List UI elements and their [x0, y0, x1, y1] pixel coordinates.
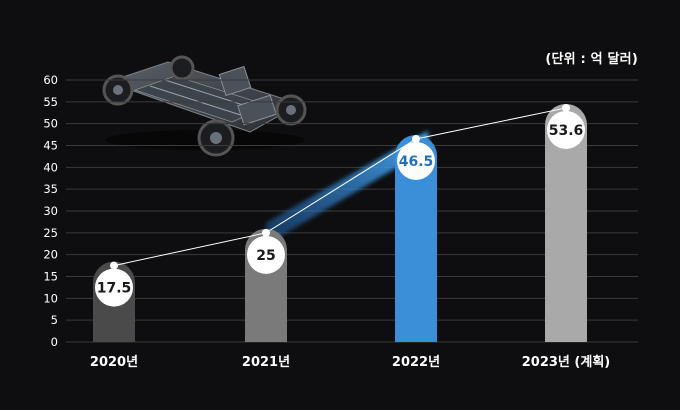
highlight-glow-band: [266, 130, 428, 245]
y-tick-label: 35: [43, 182, 58, 196]
highlight-glow: [266, 130, 428, 245]
value-bubble: [397, 141, 435, 180]
value-bubble: [247, 235, 285, 274]
ev-platform-chassis-icon: [102, 55, 307, 157]
y-tick-label: 40: [43, 160, 58, 174]
data-point: [412, 134, 420, 143]
value-labels: 17.5 25 46.5 53.6: [95, 110, 585, 307]
value-bubble: [547, 110, 585, 149]
x-tick-label: 2022년: [392, 355, 440, 370]
bar: [395, 134, 437, 342]
value-label: 46.5: [399, 154, 434, 170]
unit-label: (단위 : 억 달러): [545, 52, 638, 67]
y-tick-label: 55: [43, 95, 58, 109]
y-tick-label: 60: [43, 73, 58, 87]
data-point: [262, 228, 270, 237]
value-label: 25: [256, 248, 275, 264]
trend-line: [110, 103, 570, 270]
trend-polyline: [113, 107, 567, 267]
grid-lines: [66, 79, 638, 343]
x-tick-label: 2023년 (계획): [522, 354, 610, 370]
y-tick-label: 10: [43, 291, 58, 305]
x-tick-label: 2021년: [242, 355, 290, 370]
x-axis-ticks: 2020년 2021년 2022년 2023년 (계획): [90, 354, 610, 370]
bar: [545, 103, 587, 342]
data-point: [110, 261, 118, 270]
y-tick-label: 0: [51, 335, 58, 349]
y-tick-label: 30: [43, 204, 58, 218]
y-tick-label: 20: [43, 248, 58, 262]
y-tick-label: 15: [43, 270, 58, 284]
y-axis-ticks: 0 5 10 15 20 25 30 35 40 45 50 55 60: [43, 73, 58, 349]
value-label: 53.6: [549, 123, 584, 139]
data-point: [562, 103, 570, 112]
value-label: 17.5: [97, 281, 132, 297]
y-tick-label: 5: [51, 313, 58, 327]
x-tick-label: 2020년: [90, 355, 138, 370]
y-tick-label: 45: [43, 139, 58, 153]
value-bubble: [95, 268, 133, 307]
y-tick-label: 50: [43, 117, 58, 131]
y-tick-label: 25: [43, 226, 58, 240]
